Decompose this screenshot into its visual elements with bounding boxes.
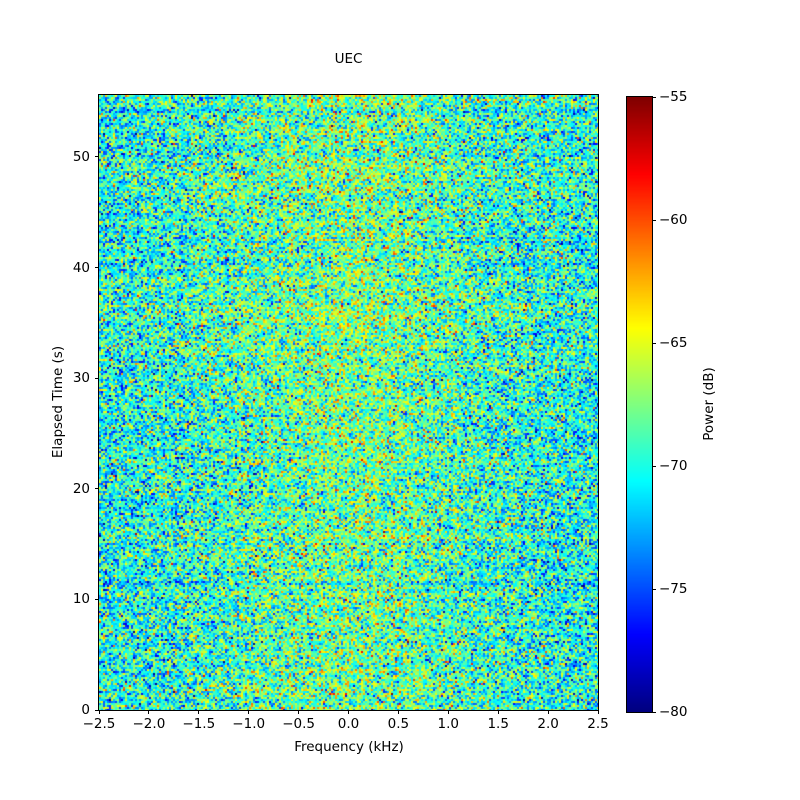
y-tick-label: 10 <box>72 591 90 608</box>
colorbar-tick-label: −75 <box>659 581 688 597</box>
colorbar-tick-mark <box>652 465 656 467</box>
x-tick-label: 1.0 <box>437 716 460 732</box>
x-tick-mark <box>148 710 150 714</box>
y-tick-mark <box>95 598 99 600</box>
y-tick-label: 40 <box>72 259 90 276</box>
x-tick-mark <box>198 710 200 714</box>
y-tick-label: 20 <box>72 480 90 497</box>
x-tick-label: −2.5 <box>82 716 116 732</box>
x-axis-label: Frequency (kHz) <box>294 739 404 755</box>
x-tick-label: −1.0 <box>232 716 266 732</box>
colorbar-tick-label: −70 <box>659 458 688 474</box>
colorbar-tick-label: −80 <box>659 704 688 720</box>
colorbar-tick-mark <box>652 711 656 713</box>
x-tick-mark <box>98 710 100 714</box>
x-tick-mark <box>248 710 250 714</box>
colorbar-tick-label: −60 <box>659 212 688 228</box>
y-axis-label: Elapsed Time (s) <box>50 345 66 459</box>
colorbar-label: Power (dB) <box>701 367 717 441</box>
y-tick-label: 50 <box>72 148 90 165</box>
colorbar <box>626 96 653 713</box>
colorbar-gradient <box>627 97 652 712</box>
x-tick-mark <box>397 710 399 714</box>
x-tick-mark <box>547 710 549 714</box>
colorbar-tick-mark <box>652 588 656 590</box>
x-tick-label: −0.5 <box>282 716 315 732</box>
x-tick-mark <box>597 710 599 714</box>
y-tick-label: 30 <box>72 370 90 387</box>
y-tick-mark <box>95 709 99 711</box>
colorbar-tick-mark <box>652 342 656 344</box>
colorbar-tick-label: −55 <box>659 89 688 105</box>
x-tick-label: 0.5 <box>387 716 410 732</box>
colorbar-tick-label: −65 <box>659 335 688 351</box>
colorbar-tick-mark <box>652 219 656 221</box>
spectrogram-heatmap <box>99 95 598 710</box>
x-tick-label: 0.0 <box>337 716 360 732</box>
x-tick-label: 2.0 <box>537 716 559 732</box>
x-tick-label: 1.5 <box>487 716 509 732</box>
x-tick-mark <box>298 710 300 714</box>
x-tick-label: −1.5 <box>182 716 216 732</box>
plot-title: UEC <box>334 50 363 67</box>
y-tick-mark <box>95 267 99 269</box>
x-tick-mark <box>497 710 499 714</box>
y-tick-mark <box>95 377 99 379</box>
x-tick-label: −2.0 <box>132 716 166 732</box>
y-tick-mark <box>95 156 99 158</box>
y-tick-label: 0 <box>81 702 90 718</box>
plot-area <box>98 94 599 711</box>
x-tick-mark <box>348 710 349 714</box>
x-tick-mark <box>447 710 449 714</box>
colorbar-tick-mark <box>652 96 656 98</box>
x-tick-label: 2.5 <box>587 716 609 732</box>
y-tick-mark <box>95 488 99 490</box>
